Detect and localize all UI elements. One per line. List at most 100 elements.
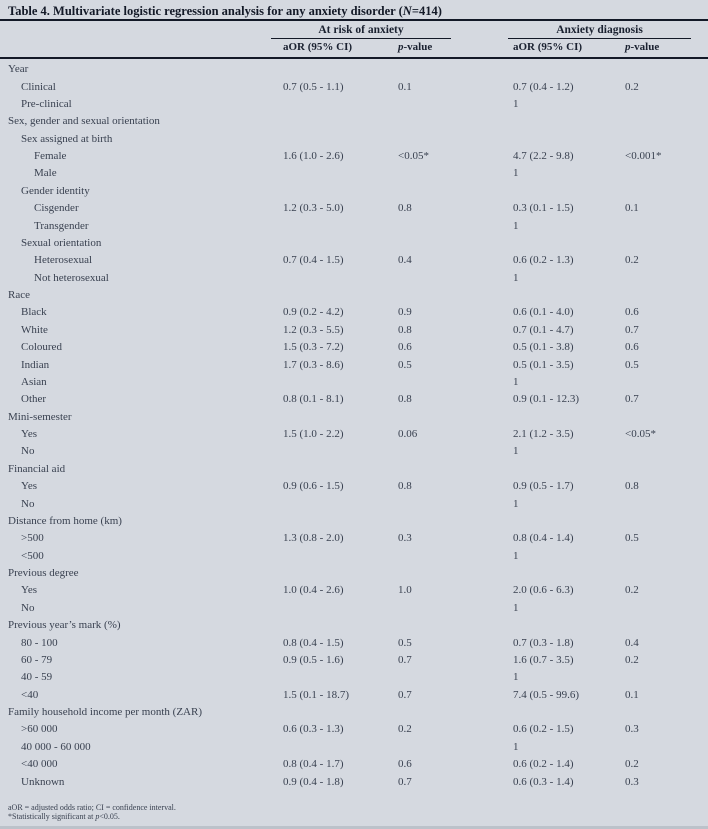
pvalue-diagnosis: 0.2 bbox=[625, 584, 639, 597]
row-label: >500 bbox=[21, 532, 44, 545]
table-row: No 1 bbox=[0, 443, 708, 460]
aor-diagnosis-value: 1 bbox=[513, 375, 519, 388]
aor-at-risk-value: 1.6 (1.0 - 2.6) bbox=[283, 150, 344, 163]
table-row: <40 000 0.8 (0.4 - 1.7) 0.6 0.6 (0.2 - 1.4)… bbox=[0, 756, 708, 773]
aor-diagnosis-value: 1 bbox=[513, 445, 519, 458]
table-title-suffix: =414) bbox=[411, 4, 442, 18]
row-label: Mini-semester bbox=[8, 410, 72, 423]
table-row: Yes 1.5 (1.0 - 2.2) 0.06 2.1 (1.2 - 3.5) <0.… bbox=[0, 426, 708, 443]
table-row: Mini-semester bbox=[0, 409, 708, 426]
pvalue-diagnosis: 0.1 bbox=[625, 202, 639, 215]
pvalue-diagnosis: 0.2 bbox=[625, 254, 639, 267]
p-symbol: p bbox=[625, 41, 631, 53]
table-row: Race bbox=[0, 287, 708, 304]
pvalue-at-risk: 0.2 bbox=[398, 723, 412, 736]
row-label: Black bbox=[21, 306, 47, 319]
pvalue-at-risk: 1.0 bbox=[398, 584, 412, 597]
aor-diagnosis-value: 1 bbox=[513, 219, 519, 232]
pvalue-at-risk: 0.3 bbox=[398, 532, 412, 545]
table-row: >500 1.3 (0.8 - 2.0) 0.3 0.8 (0.4 - 1.4) 0.5 bbox=[0, 530, 708, 547]
aor-at-risk-value: 0.8 (0.1 - 8.1) bbox=[283, 393, 344, 406]
table-row: Previous degree bbox=[0, 565, 708, 582]
pvalue-diagnosis: 0.3 bbox=[625, 775, 639, 788]
footnote-significance: *Statistically significant at p<0.05. bbox=[8, 812, 700, 822]
aor-diagnosis-value: 1 bbox=[513, 97, 519, 110]
aor-diagnosis-value: 0.9 (0.1 - 12.3) bbox=[513, 393, 579, 406]
row-label: Sex, gender and sexual orientation bbox=[8, 115, 160, 128]
pvalue-at-risk: 0.8 bbox=[398, 202, 412, 215]
pvalue-at-risk: 0.6 bbox=[398, 758, 412, 771]
table-row: No 1 bbox=[0, 495, 708, 512]
row-label: Indian bbox=[21, 358, 50, 371]
pvalue-diagnosis: 0.3 bbox=[625, 723, 639, 736]
row-label: Pre-clinical bbox=[21, 97, 72, 110]
aor-diagnosis-value: 1 bbox=[513, 549, 519, 562]
aor-at-risk-value: 0.9 (0.4 - 1.8) bbox=[283, 775, 344, 788]
row-label: Other bbox=[21, 393, 47, 406]
pvalue-diagnosis: 0.4 bbox=[625, 636, 639, 649]
aor-at-risk-value: 1.0 (0.4 - 2.6) bbox=[283, 584, 344, 597]
pvalue-at-risk: 0.5 bbox=[398, 636, 412, 649]
row-label: 80 - 100 bbox=[21, 636, 58, 649]
pvalue-diagnosis: 0.6 bbox=[625, 341, 639, 354]
table-row: Asian 1 bbox=[0, 374, 708, 391]
table-row: Distance from home (km) bbox=[0, 513, 708, 530]
row-label: Heterosexual bbox=[34, 254, 93, 267]
table-row: Gender identity bbox=[0, 183, 708, 200]
table-footnotes: aOR = adjusted odds ratio; CI = confiden… bbox=[0, 791, 708, 822]
aor-at-risk-value: 1.5 (0.3 - 7.2) bbox=[283, 341, 344, 354]
table-row: Sex, gender and sexual orientation bbox=[0, 113, 708, 130]
aor-at-risk-value: 0.7 (0.4 - 1.5) bbox=[283, 254, 344, 267]
aor-at-risk-value: 1.5 (0.1 - 18.7) bbox=[283, 688, 349, 701]
row-label: Clinical bbox=[21, 80, 56, 93]
table-row: <500 1 bbox=[0, 548, 708, 565]
table-row: Financial aid bbox=[0, 461, 708, 478]
pvalue-diagnosis: 0.6 bbox=[625, 306, 639, 319]
row-label: No bbox=[21, 497, 35, 510]
row-label: Coloured bbox=[21, 341, 62, 354]
pvalue-at-risk: 0.7 bbox=[398, 653, 412, 666]
footnote-significance-text: *Statistically significant at bbox=[8, 812, 96, 822]
row-label: Yes bbox=[21, 428, 38, 441]
aor-at-risk-value: 0.9 (0.5 - 1.6) bbox=[283, 653, 344, 666]
column-group-at-risk-of-anxiety: At risk of anxiety bbox=[271, 24, 451, 39]
table-row: Year bbox=[0, 61, 708, 78]
table-row: <40 1.5 (0.1 - 18.7) 0.7 7.4 (0.5 - 99.6) 0.… bbox=[0, 687, 708, 704]
pvalue-at-risk: 0.06 bbox=[398, 428, 418, 441]
aor-diagnosis-value: 2.1 (1.2 - 3.5) bbox=[513, 428, 574, 441]
table-title-text: Table 4. Multivariate logistic regressio… bbox=[8, 4, 403, 18]
column-header-aor-diagnosis: aOR (95% CI) bbox=[513, 41, 583, 53]
table-row: Cisgender 1.2 (0.3 - 5.0) 0.8 0.3 (0.1 - 1.… bbox=[0, 200, 708, 217]
table-row: Sex assigned at birth bbox=[0, 131, 708, 148]
pvalue-at-risk: 0.8 bbox=[398, 323, 412, 336]
aor-diagnosis-value: 0.5 (0.1 - 3.5) bbox=[513, 358, 574, 371]
pvalue-diagnosis: 0.2 bbox=[625, 758, 639, 771]
aor-at-risk-value: 0.9 (0.6 - 1.5) bbox=[283, 480, 344, 493]
p-symbol: p bbox=[398, 41, 404, 53]
row-label: No bbox=[21, 445, 35, 458]
table-row: Yes 0.9 (0.6 - 1.5) 0.8 0.9 (0.5 - 1.7) 0.8 bbox=[0, 478, 708, 495]
pvalue-diagnosis: 0.5 bbox=[625, 532, 639, 545]
row-label: 60 - 79 bbox=[21, 653, 53, 666]
row-label: Asian bbox=[21, 375, 47, 388]
row-label: Cisgender bbox=[34, 202, 79, 215]
row-label: Gender identity bbox=[21, 184, 90, 197]
aor-diagnosis-value: 1 bbox=[513, 601, 519, 614]
table-rows: Year Clinical 0.7 (0.5 - 1.1) 0.1 0.7 (0.4 -… bbox=[0, 59, 708, 791]
row-label: Distance from home (km) bbox=[8, 514, 122, 527]
table-title-n-symbol: N bbox=[402, 4, 412, 18]
aor-at-risk-value: 1.3 (0.8 - 2.0) bbox=[283, 532, 344, 545]
pvalue-at-risk: 0.7 bbox=[398, 688, 412, 701]
table-row: Heterosexual 0.7 (0.4 - 1.5) 0.4 0.6 (0.2 -… bbox=[0, 252, 708, 269]
aor-at-risk-value: 0.6 (0.3 - 1.3) bbox=[283, 723, 344, 736]
table-row: Other 0.8 (0.1 - 8.1) 0.8 0.9 (0.1 - 12.3) 0… bbox=[0, 391, 708, 408]
aor-diagnosis-value: 0.6 (0.2 - 1.5) bbox=[513, 723, 574, 736]
row-label: Year bbox=[8, 63, 29, 76]
row-label: Yes bbox=[21, 584, 38, 597]
column-header-pvalue-diagnosis: p-value bbox=[625, 41, 659, 53]
table-row: No 1 bbox=[0, 600, 708, 617]
column-header-aor-at-risk: aOR (95% CI) bbox=[283, 41, 353, 53]
aor-at-risk-value: 0.8 (0.4 - 1.5) bbox=[283, 636, 344, 649]
p-value-suffix: -value bbox=[403, 41, 433, 53]
aor-diagnosis-value: 0.8 (0.4 - 1.4) bbox=[513, 532, 574, 545]
